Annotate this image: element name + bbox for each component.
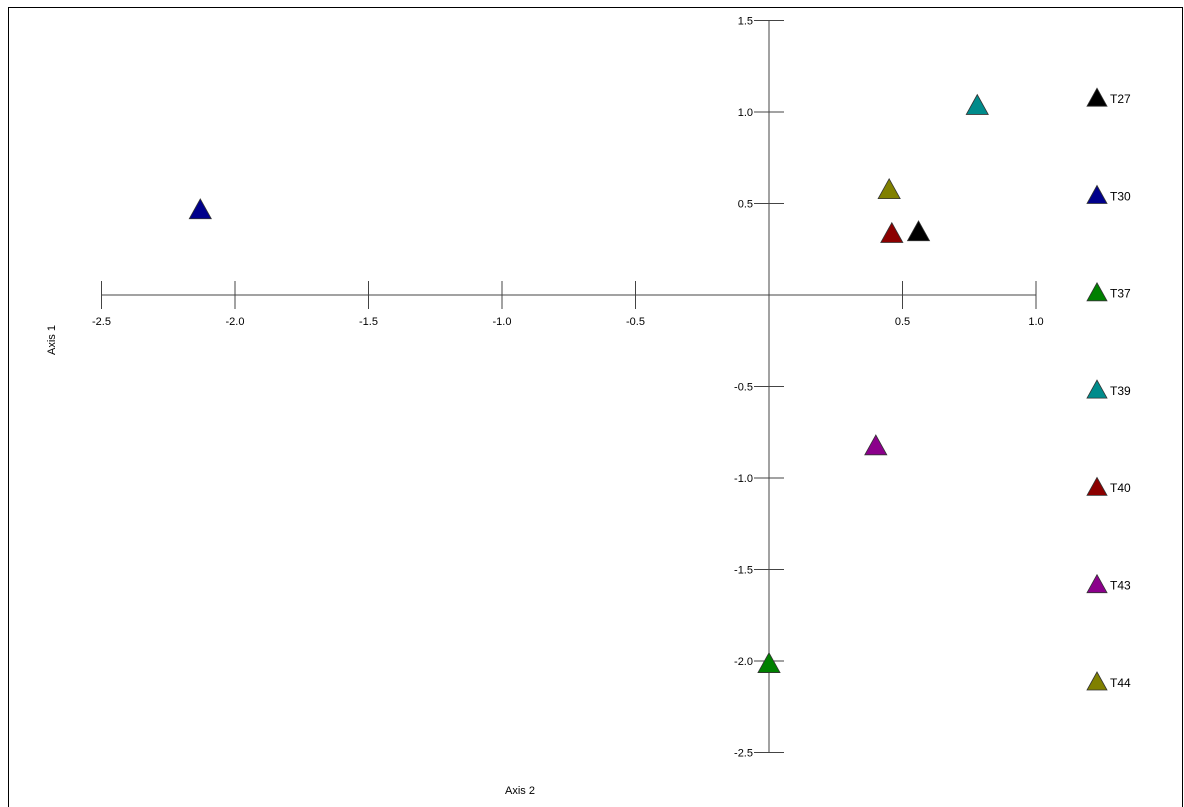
data-point-t37 (757, 651, 781, 673)
y-tick-label: -1.5 (734, 565, 753, 577)
legend-marker-t30 (1086, 184, 1108, 204)
legend-label-t40: T40 (1110, 481, 1131, 495)
y-tick-label: 0.5 (738, 199, 753, 211)
plot-frame (8, 7, 1183, 807)
legend-marker-t43 (1086, 573, 1108, 594)
data-point-t39 (965, 93, 989, 115)
data-point-t43 (864, 434, 888, 456)
x-tick-label: -1.0 (493, 316, 512, 328)
legend: T27 T30 T37 T39 T40 T43 T44 (1086, 87, 1131, 691)
x-tick-label: 0.5 (895, 316, 910, 328)
data-point-t40 (880, 221, 904, 243)
data-points (188, 93, 989, 673)
x-tick-label: -1.5 (359, 316, 378, 328)
legend-label-t43: T43 (1110, 579, 1131, 593)
y-tick-label: -2.0 (734, 656, 753, 668)
legend-marker-t39 (1086, 379, 1108, 399)
axes: -2.5 -2.0 -1.5 -1.0 -0.5 0.5 1.0 1.5 1.0 0.5 -0.5 -… (92, 16, 1044, 760)
legend-marker-t37 (1086, 281, 1108, 302)
y-axis-label: Axis 1 (46, 325, 58, 355)
y-tick-label: 1.5 (738, 16, 753, 28)
data-point-t27 (906, 220, 931, 242)
x-tick-label: 1.0 (1028, 316, 1043, 328)
x-tick-label: -2.0 (226, 316, 245, 328)
x-axis-label: Axis 2 (505, 785, 535, 794)
x-tick-label: -2.5 (92, 316, 111, 328)
x-tick-label: -0.5 (626, 316, 645, 328)
legend-marker-t27 (1086, 87, 1108, 107)
legend-label-t37: T37 (1110, 287, 1131, 301)
data-point-t30 (188, 198, 212, 220)
legend-marker-t40 (1086, 476, 1108, 496)
legend-marker-t44 (1086, 671, 1108, 691)
legend-label-t39: T39 (1110, 384, 1131, 398)
data-point-t44 (877, 177, 901, 200)
legend-label-t30: T30 (1110, 189, 1131, 203)
y-tick-label: -0.5 (734, 382, 753, 394)
y-tick-label: -2.5 (734, 748, 753, 760)
legend-label-t27: T27 (1110, 92, 1131, 106)
legend-label-t44: T44 (1110, 676, 1131, 690)
y-tick-label: 1.0 (738, 107, 753, 119)
y-tick-label: -1.0 (734, 473, 753, 485)
